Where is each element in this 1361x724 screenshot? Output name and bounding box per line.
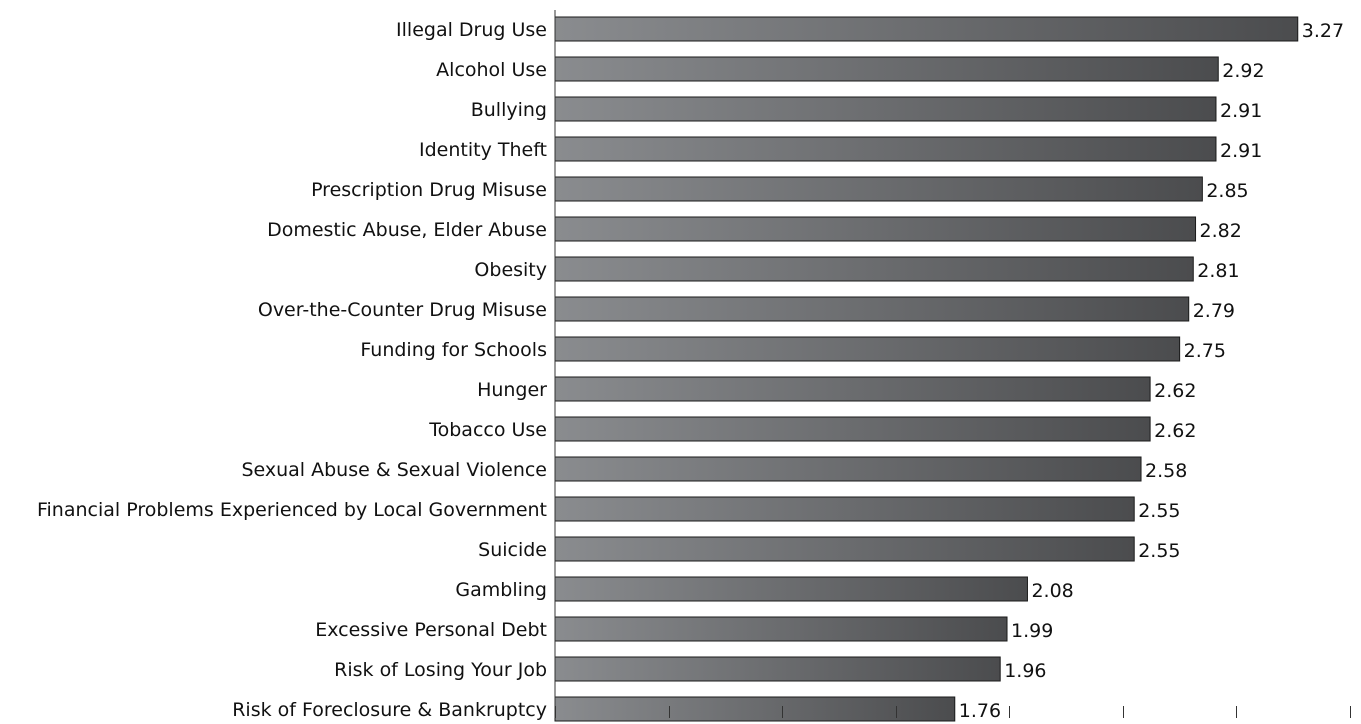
bar <box>554 496 1135 522</box>
data-label: 2.91 <box>1220 100 1262 122</box>
data-label: 1.96 <box>1004 660 1046 682</box>
category-label: Illegal Drug Use <box>396 19 547 41</box>
data-label: 2.79 <box>1193 300 1235 322</box>
bar <box>554 376 1151 402</box>
category-label: Financial Problems Experienced by Local … <box>37 499 547 521</box>
category-label: Alcohol Use <box>436 59 547 81</box>
bar <box>554 656 1001 682</box>
category-label: Excessive Personal Debt <box>315 619 547 641</box>
bar <box>554 616 1008 642</box>
data-label: 2.81 <box>1197 260 1239 282</box>
data-label: 2.92 <box>1222 60 1264 82</box>
data-label: 2.55 <box>1138 500 1180 522</box>
data-label: 2.75 <box>1184 340 1226 362</box>
data-label: 2.91 <box>1220 140 1262 162</box>
data-label: 2.55 <box>1138 540 1180 562</box>
category-label: Over-the-Counter Drug Misuse <box>258 299 547 321</box>
bar <box>554 696 956 722</box>
bar <box>554 256 1194 282</box>
data-label: 3.27 <box>1302 20 1344 42</box>
bar <box>554 456 1142 482</box>
category-label: Bullying <box>471 99 547 121</box>
bar <box>554 16 1299 42</box>
data-label: 2.62 <box>1154 420 1196 442</box>
category-label: Tobacco Use <box>428 419 547 441</box>
bar <box>554 56 1219 82</box>
category-label: Gambling <box>455 579 547 601</box>
axes <box>554 10 1351 718</box>
bar <box>554 216 1197 242</box>
bar <box>554 536 1135 562</box>
category-label: Risk of Foreclosure & Bankruptcy <box>232 699 547 721</box>
bar <box>554 576 1028 602</box>
bar <box>554 296 1190 322</box>
bar <box>554 176 1203 202</box>
category-label: Hunger <box>477 379 547 401</box>
category-label: Funding for Schools <box>360 339 547 361</box>
bar <box>554 136 1217 162</box>
data-label: 1.76 <box>959 700 1001 722</box>
data-label: 2.82 <box>1200 220 1242 242</box>
data-label: 2.62 <box>1154 380 1196 402</box>
data-label: 2.58 <box>1145 460 1187 482</box>
category-label: Domestic Abuse, Elder Abuse <box>267 219 547 241</box>
data-label: 2.85 <box>1206 180 1248 202</box>
data-label: 2.08 <box>1031 580 1073 602</box>
category-label: Prescription Drug Misuse <box>311 179 547 201</box>
category-label: Sexual Abuse & Sexual Violence <box>241 459 547 481</box>
bar <box>554 336 1181 362</box>
bars-layer <box>554 16 1299 722</box>
category-label: Identity Theft <box>419 139 547 161</box>
bar <box>554 96 1217 122</box>
bar <box>554 416 1151 442</box>
category-label: Obesity <box>474 259 547 281</box>
category-label: Suicide <box>478 539 547 561</box>
data-label: 1.99 <box>1011 620 1053 642</box>
value-labels: 3.27 2.92 2.91 2.91 2.85 2.82 2.81 2.79 2.75 2.62… <box>959 20 1344 722</box>
category-label: Risk of Losing Your Job <box>334 659 547 681</box>
category-labels: Illegal Drug Use Alcohol Use Bullying Ident… <box>37 19 547 721</box>
